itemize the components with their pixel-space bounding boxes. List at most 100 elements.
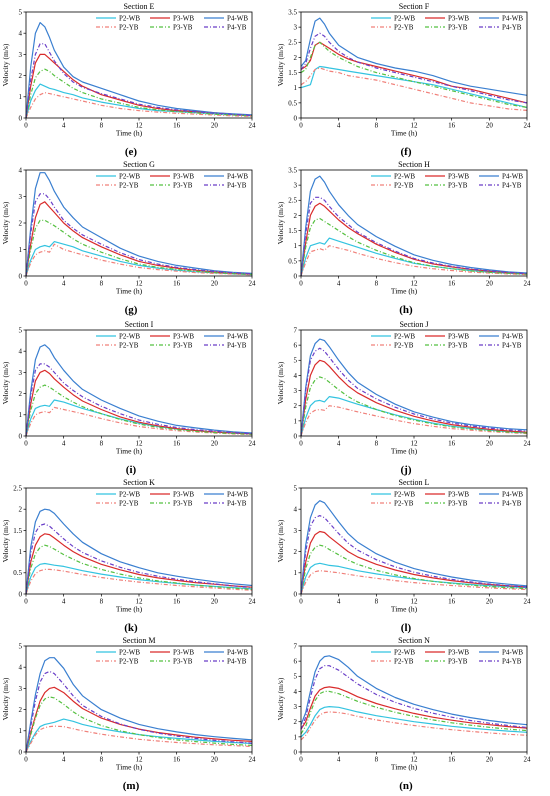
- y-tick-label: 0: [19, 590, 23, 598]
- chart-panel: Section K 0 4 8 12 16 20 24 0 0.5 1 1.5 2 2.5 Time (h)…: [1, 478, 256, 634]
- y-tick-label: 2.5: [13, 484, 22, 492]
- series-line: [300, 515, 528, 595]
- series-line: [25, 533, 253, 595]
- legend-label: P2-WB: [394, 490, 415, 498]
- y-axis-title: Velocity (m/s): [276, 519, 285, 562]
- y-tick-label: 0: [294, 272, 298, 280]
- y-tick-label: 3: [19, 685, 23, 693]
- chart-legend: P2-WB P3-WB P4-WB P2-YB P3-YB P4-YB: [371, 648, 523, 665]
- x-tick-label: 8: [375, 122, 379, 130]
- y-tick-label: 3.5: [288, 8, 297, 16]
- legend-label: P4-WB: [502, 14, 523, 22]
- x-tick-label: 4: [62, 598, 66, 606]
- x-tick-label: 4: [337, 122, 341, 130]
- series-line: [300, 562, 528, 595]
- x-tick-label: 12: [136, 280, 144, 288]
- legend-label: P2-WB: [119, 172, 140, 180]
- x-tick-label: 8: [375, 756, 379, 764]
- legend-label: P2-YB: [394, 181, 414, 189]
- x-tick-label: 12: [136, 598, 144, 606]
- panel-letter: (l): [401, 622, 412, 634]
- y-tick-label: 4: [19, 348, 23, 356]
- chart-legend: P2-WB P3-WB P4-WB P2-YB P3-YB P4-YB: [96, 14, 248, 31]
- legend-label: P4-YB: [502, 341, 522, 349]
- series-line: [25, 219, 253, 277]
- y-tick-label: 2: [19, 506, 23, 514]
- series-line: [25, 243, 253, 277]
- panel-letter: (m): [123, 780, 140, 792]
- y-tick-label: 0: [19, 432, 23, 440]
- series-line: [25, 686, 253, 753]
- legend-label: P4-YB: [502, 181, 522, 189]
- x-tick-label: 0: [299, 598, 303, 606]
- legend-label: P2-WB: [119, 332, 140, 340]
- series-line: [25, 369, 253, 437]
- x-tick-label: 16: [448, 280, 456, 288]
- x-tick-label: 12: [411, 598, 419, 606]
- legend-label: P2-YB: [119, 499, 139, 507]
- x-tick-label: 0: [299, 440, 303, 448]
- legend-label: P2-YB: [119, 181, 139, 189]
- legend-label: P2-WB: [394, 332, 415, 340]
- chart-legend: P2-WB P3-WB P4-WB P2-YB P3-YB P4-YB: [96, 172, 248, 189]
- y-tick-label: 2.5: [288, 197, 297, 205]
- y-tick-label: 5: [294, 484, 298, 492]
- legend-label: P4-WB: [227, 14, 248, 22]
- y-tick-label: 7: [294, 326, 298, 334]
- x-tick-label: 12: [411, 440, 419, 448]
- series-line: [25, 562, 253, 595]
- series-line: [300, 41, 528, 108]
- x-tick-label: 20: [486, 440, 494, 448]
- x-tick-label: 16: [173, 122, 181, 130]
- x-tick-label: 8: [375, 440, 379, 448]
- legend-label: P3-WB: [173, 172, 194, 180]
- series-line: [25, 725, 253, 753]
- legend-label: P2-WB: [394, 14, 415, 22]
- y-tick-label: 3: [19, 369, 23, 377]
- legend-label: P4-YB: [502, 657, 522, 665]
- y-tick-label: 1: [19, 93, 23, 101]
- x-tick-label: 8: [100, 756, 104, 764]
- legend-label: P4-YB: [227, 657, 247, 665]
- y-tick-label: 5: [19, 642, 23, 650]
- chart-legend: P2-WB P3-WB P4-WB P2-YB P3-YB P4-YB: [371, 332, 523, 349]
- series-line: [300, 570, 528, 595]
- y-tick-label: 2: [294, 402, 298, 410]
- legend-label: P4-YB: [227, 23, 247, 31]
- legend-label: P3-YB: [173, 499, 193, 507]
- legend-label: P2-YB: [119, 23, 139, 31]
- x-tick-label: 4: [62, 122, 66, 130]
- x-tick-label: 24: [524, 280, 532, 288]
- x-tick-label: 20: [211, 756, 219, 764]
- y-tick-label: 0: [294, 432, 298, 440]
- legend-label: P3-WB: [173, 648, 194, 656]
- y-tick-label: 1.5: [288, 69, 297, 77]
- series-line: [300, 237, 528, 277]
- chart-panel: Section F 0 4 8 12 16 20 24 0 0.5 1 1.5 2 2.5 3 3.5 Time…: [276, 2, 531, 158]
- y-tick-label: 2: [19, 219, 23, 227]
- plot-frame: [25, 645, 253, 753]
- x-tick-label: 0: [24, 122, 28, 130]
- panel-letter: (j): [401, 464, 412, 476]
- x-tick-label: 16: [448, 598, 456, 606]
- y-tick-label: 0: [19, 272, 23, 280]
- series-line: [300, 196, 528, 277]
- y-tick-label: 4: [19, 30, 23, 38]
- legend-label: P3-WB: [173, 490, 194, 498]
- series-line: [25, 406, 253, 437]
- y-tick-label: 0.5: [288, 99, 297, 107]
- legend-label: P3-WB: [173, 14, 194, 22]
- legend-label: P4-YB: [227, 499, 247, 507]
- series-line: [25, 363, 253, 437]
- series-line: [25, 43, 253, 119]
- y-tick-label: 2.5: [288, 39, 297, 47]
- series-line: [25, 193, 253, 277]
- legend-label: P4-WB: [502, 172, 523, 180]
- x-tick-label: 20: [486, 280, 494, 288]
- x-tick-label: 12: [136, 122, 144, 130]
- x-tick-label: 16: [448, 756, 456, 764]
- x-tick-label: 0: [24, 756, 28, 764]
- legend-label: P2-WB: [394, 648, 415, 656]
